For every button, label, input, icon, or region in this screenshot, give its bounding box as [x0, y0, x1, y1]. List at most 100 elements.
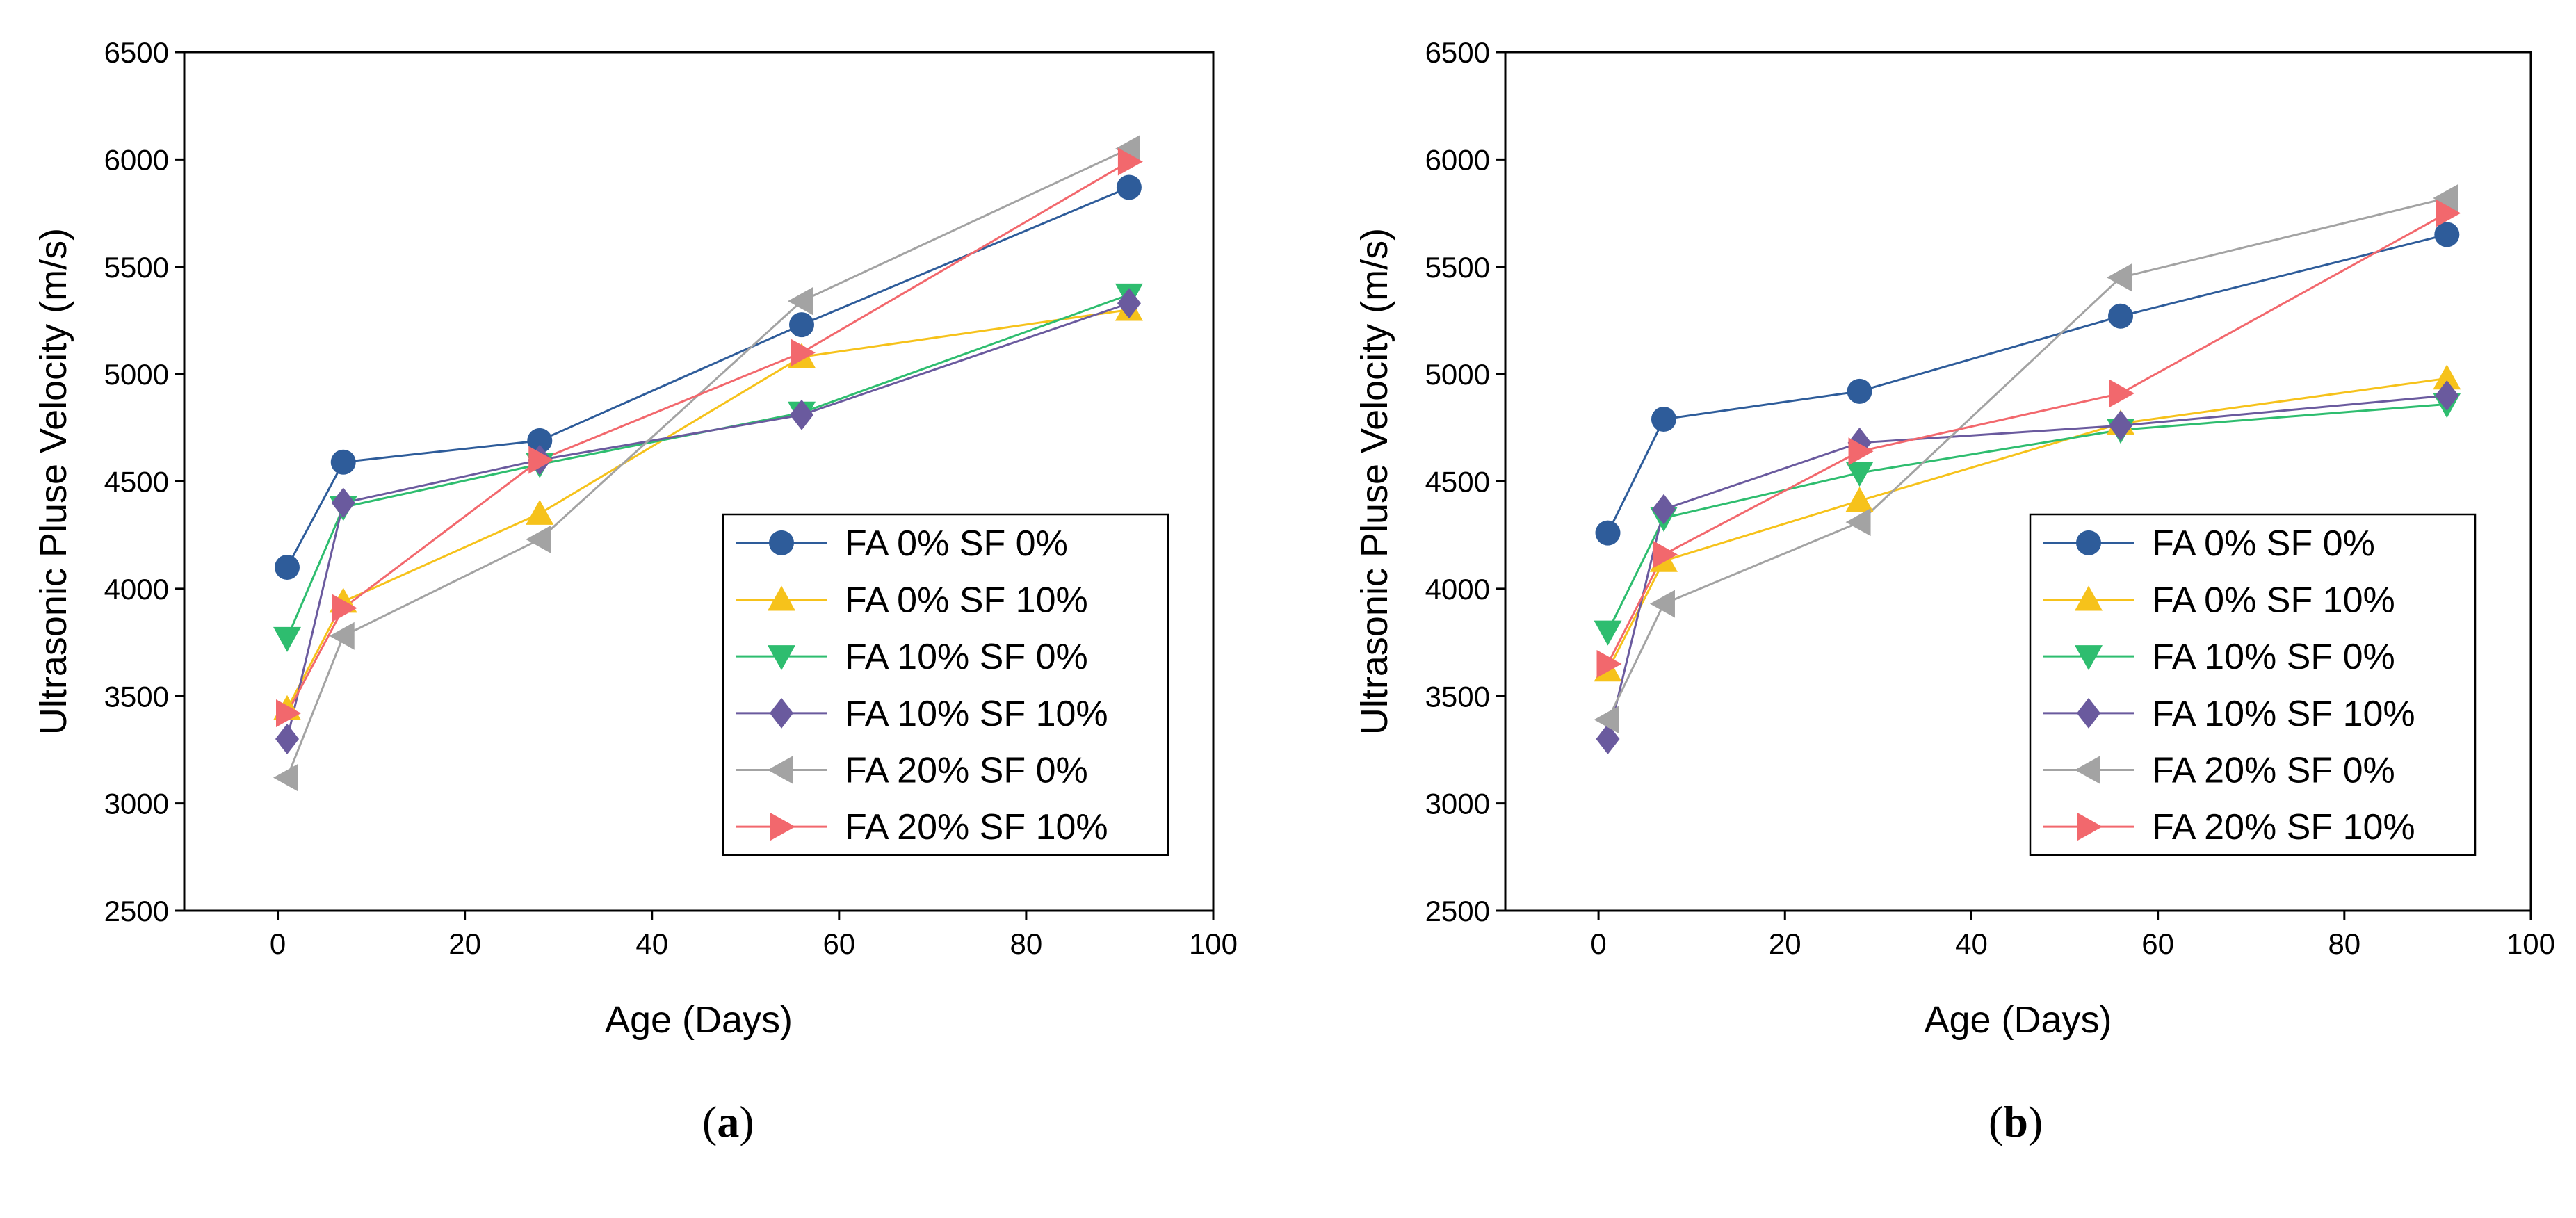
x-axis-label: Age (Days) — [605, 999, 793, 1041]
y-tick-label: 3500 — [104, 680, 169, 713]
data-point — [527, 428, 553, 453]
panel-caption: (a) — [702, 1097, 754, 1146]
x-tick-label: 100 — [2506, 927, 2555, 960]
data-point — [789, 312, 814, 338]
data-point — [1651, 494, 1676, 525]
series-line — [286, 186, 1130, 568]
legend-entry-label: FA 10% SF 0% — [2152, 637, 2395, 677]
data-point — [1652, 540, 1678, 569]
legend-entry-label: FA 20% SF 0% — [2152, 751, 2395, 791]
y-tick-label: 4500 — [104, 466, 169, 498]
data-point — [273, 763, 298, 792]
y-tick-label: 4000 — [1425, 573, 1490, 606]
x-axis-label: Age (Days) — [1924, 999, 2112, 1041]
legend-marker — [768, 585, 795, 611]
y-tick-label: 3500 — [1425, 680, 1490, 713]
y-tick-label: 5000 — [1425, 358, 1490, 391]
data-point — [330, 449, 356, 475]
data-point — [276, 699, 301, 727]
data-point — [1649, 590, 1675, 618]
data-point — [2435, 380, 2459, 411]
legend-entry-label: FA 0% SF 0% — [845, 523, 1068, 564]
legend-marker — [2077, 697, 2100, 729]
data-point — [2433, 184, 2458, 212]
data-point — [1594, 706, 1619, 734]
data-point — [2107, 263, 2132, 292]
legend-marker — [2075, 585, 2103, 611]
legend-entry-label: FA 20% SF 10% — [845, 807, 1108, 847]
chart-b: 2500 3000 3500 4000 4500 5000 5500 6000 6500 0 20 4… — [1354, 36, 2555, 1146]
x-tick-label: 100 — [1189, 927, 1238, 960]
y-tick-label: 4500 — [1425, 466, 1490, 498]
x-tick-label: 80 — [2328, 927, 2360, 960]
legend-entry-label: FA 10% SF 0% — [845, 637, 1088, 677]
legend-entry-label: FA 20% SF 0% — [845, 751, 1088, 791]
x-tick-label: 20 — [448, 927, 481, 960]
data-point — [791, 339, 816, 367]
legend-marker — [2075, 645, 2103, 671]
x-tick-label: 0 — [270, 927, 286, 960]
data-point — [332, 594, 357, 622]
data-point — [1845, 487, 1874, 512]
x-tick-label: 80 — [1010, 927, 1043, 960]
legend-marker — [2075, 756, 2100, 784]
y-tick-label: 3000 — [104, 788, 169, 820]
x-tick-label: 60 — [823, 927, 855, 960]
y-tick-label: 5500 — [1425, 251, 1490, 284]
data-point — [1117, 147, 1143, 176]
data-point — [1594, 620, 1622, 646]
data-point — [2109, 379, 2134, 407]
y-axis-label: Ultrasonic Pluse Velocity (m/s) — [1354, 228, 1395, 735]
data-point — [273, 626, 301, 652]
data-point — [1845, 462, 1874, 487]
data-point — [1117, 288, 1141, 319]
legend-marker — [769, 530, 794, 555]
x-tick-label: 40 — [635, 927, 668, 960]
data-point — [1848, 437, 1874, 466]
panel-caption: (b) — [1988, 1097, 2043, 1146]
data-point — [275, 724, 299, 754]
data-point — [2433, 364, 2461, 390]
data-point — [1596, 649, 1622, 678]
data-point — [275, 555, 300, 580]
data-point — [1596, 724, 1620, 754]
x-tick-label: 60 — [2141, 927, 2174, 960]
y-tick-label: 2500 — [104, 895, 169, 927]
data-point — [1651, 406, 1676, 432]
legend-entry-label: FA 10% SF 10% — [2152, 694, 2415, 734]
data-point — [329, 622, 355, 650]
x-tick-label: 0 — [1590, 927, 1606, 960]
data-point — [526, 525, 551, 553]
y-tick-label: 2500 — [1425, 895, 1490, 927]
y-tick-label: 4000 — [104, 573, 169, 606]
legend-entry-label: FA 10% SF 10% — [845, 694, 1108, 734]
data-point — [331, 487, 355, 519]
legend-marker — [768, 645, 795, 671]
y-axis-label: Ultrasonic Pluse Velocity (m/s) — [33, 228, 74, 735]
data-point — [788, 287, 813, 316]
data-point — [2436, 199, 2461, 227]
y-tick-label: 5000 — [104, 358, 169, 391]
legend-marker — [770, 813, 795, 841]
data-point — [2434, 222, 2460, 247]
series-line — [1607, 233, 2447, 534]
data-point — [1845, 508, 1871, 537]
chart-a: 2500 3000 3500 4000 4500 5000 5500 6000 6500 0 20 4… — [33, 36, 1238, 1146]
legend-entry-label: FA 20% SF 10% — [2152, 807, 2415, 847]
y-tick-label: 3000 — [1425, 788, 1490, 820]
data-point — [2108, 303, 2133, 329]
y-tick-label: 6000 — [1425, 143, 1490, 176]
legend-marker — [2076, 530, 2101, 555]
data-point — [790, 399, 813, 430]
data-point — [2109, 410, 2132, 441]
legend-entry-label: FA 0% SF 10% — [2152, 580, 2395, 621]
x-tick-label: 40 — [1955, 927, 1988, 960]
data-point — [528, 446, 554, 474]
data-point — [1116, 174, 1142, 200]
legend-box — [722, 513, 1169, 856]
legend-marker — [768, 756, 793, 784]
y-tick-label: 6500 — [1425, 36, 1490, 69]
legend-marker — [770, 697, 793, 729]
data-point — [1595, 520, 1621, 546]
